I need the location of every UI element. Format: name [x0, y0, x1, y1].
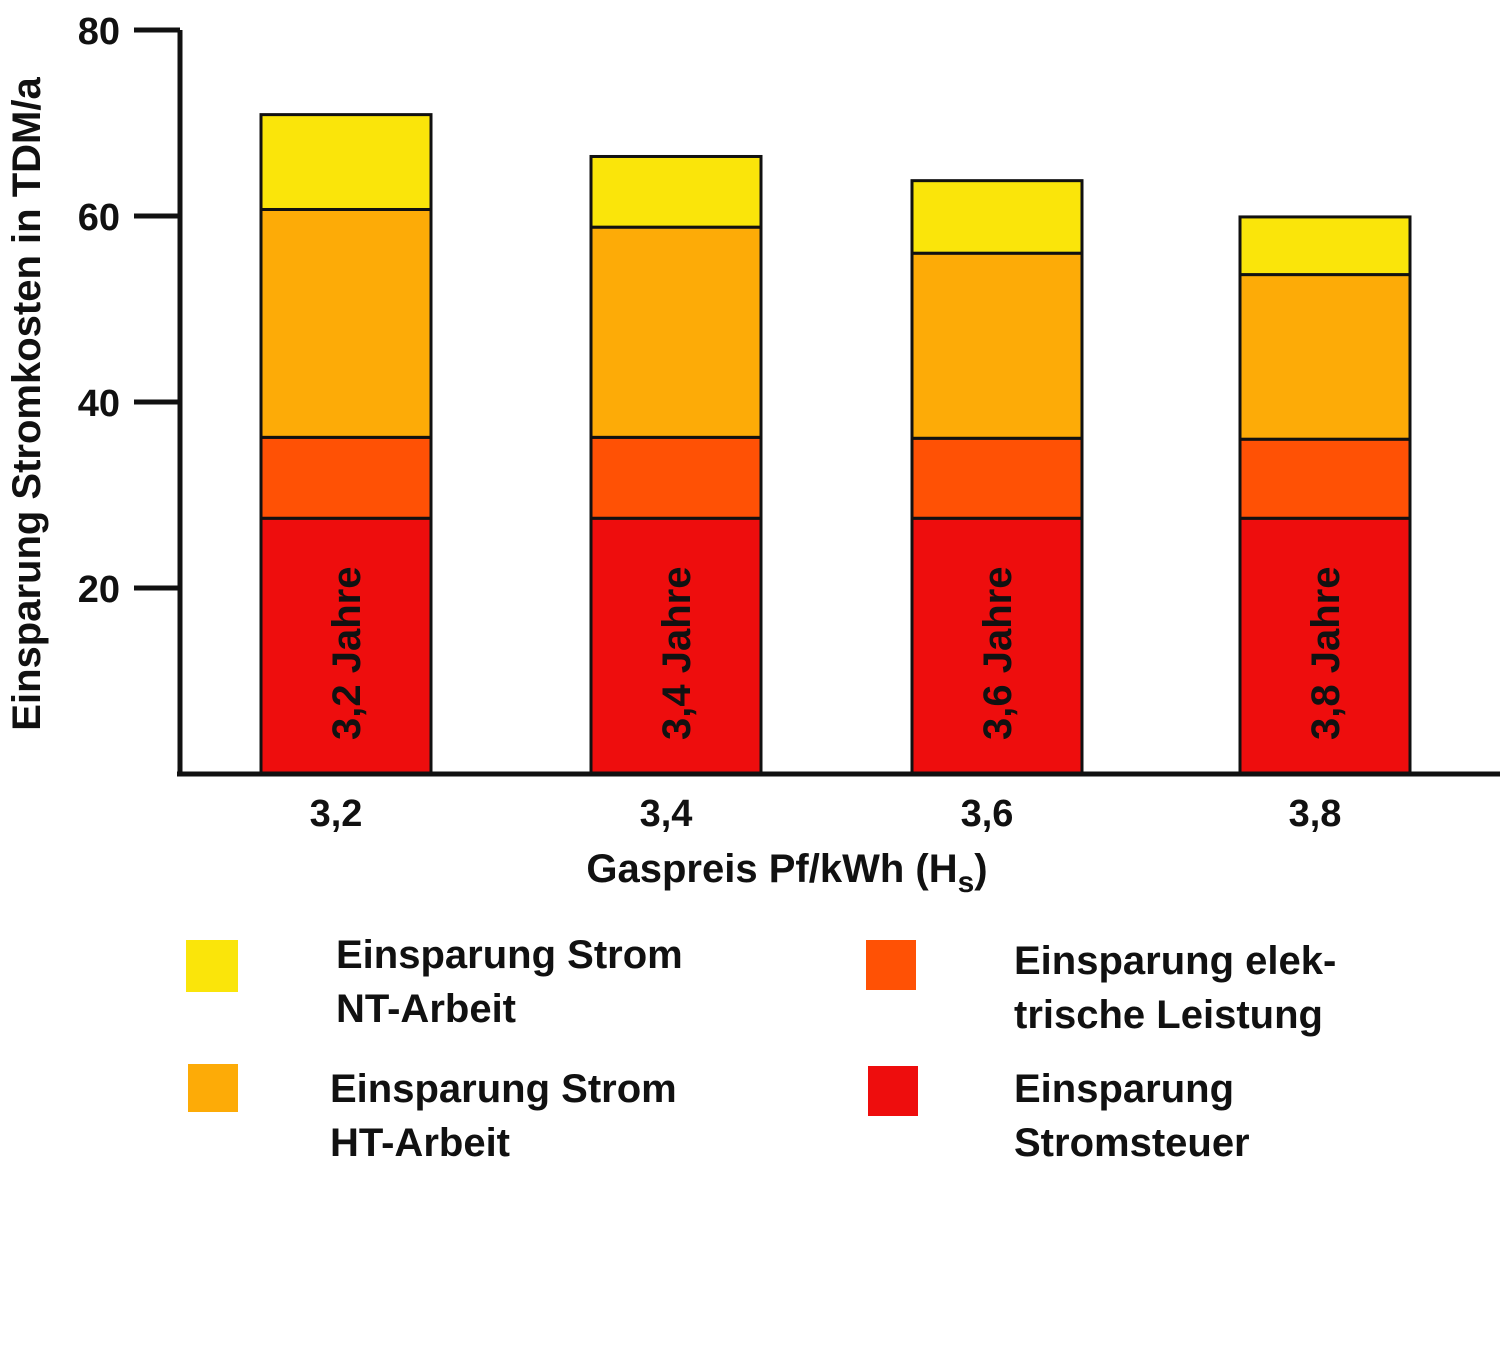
legend-label-line: NT-Arbeit: [336, 987, 516, 1031]
legend-item: Einsparung Strom HT-Arbeit: [188, 1064, 677, 1165]
legend-label: Einsparung Stromsteuer: [1014, 1067, 1250, 1165]
x-axis-title: Gaspreis Pf/kWh (Hs): [586, 847, 987, 899]
legend-label: Einsparung elek-trische Leistung: [1014, 939, 1336, 1037]
legend-label: Einsparung Strom NT-Arbeit: [336, 933, 683, 1031]
legend-label-line: Einsparung elek-: [1014, 939, 1336, 983]
bar-segment: [259, 113, 433, 211]
legend-swatch: [186, 940, 238, 992]
bar-duration-label: 3,4 Jahre: [655, 567, 699, 740]
y-ticks-layer: 20 40 60 80: [78, 11, 180, 611]
bar-segment: [259, 207, 433, 439]
y-tick-label: 60: [78, 197, 120, 239]
bar-segment: [1238, 215, 1412, 277]
legend-label-line: Einsparung Strom: [330, 1067, 677, 1111]
bar-duration-label: 3,2 Jahre: [325, 567, 369, 740]
bar-segment: [910, 251, 1084, 440]
legend-label-line: HT-Arbeit: [330, 1121, 510, 1165]
legend-label: Einsparung Strom HT-Arbeit: [330, 1067, 677, 1165]
bars-layer: [259, 113, 1412, 776]
bar-segment: [589, 435, 763, 520]
legend-swatch: [868, 1066, 918, 1116]
legend-label-line: Stromsteuer: [1014, 1121, 1250, 1165]
legend-item: Einsparung Stromsteuer: [868, 1066, 1250, 1165]
legend-label-line: Einsparung Strom: [336, 933, 683, 977]
x-tick-label: 3,8: [1289, 793, 1342, 835]
x-tick-label: 3,4: [640, 793, 693, 835]
bar-labels-layer: 3,2 Jahre 3,4 Jahre 3,6 Jahre 3,8 Jahre: [325, 567, 1348, 740]
bar-segment: [259, 435, 433, 520]
legend-item: Einsparung elek-trische Leistung: [866, 939, 1336, 1037]
x-axis-title-subscript: s: [958, 866, 975, 899]
bar-segment: [589, 516, 763, 776]
bar-segment: [1238, 437, 1412, 520]
bar-segment: [589, 154, 763, 229]
legend-label-line: trische Leistung: [1014, 993, 1323, 1037]
bar-duration-label: 3,8 Jahre: [1304, 567, 1348, 740]
legend-swatch: [188, 1064, 238, 1112]
legend-item: Einsparung Strom NT-Arbeit: [186, 933, 683, 1031]
legend-label-line: Einsparung: [1014, 1067, 1234, 1111]
bar-segment: [910, 436, 1084, 520]
bar-duration-label: 3,6 Jahre: [976, 567, 1020, 740]
x-ticks-layer: 3,2 3,4 3,6 3,8: [310, 793, 1342, 835]
x-tick-label: 3,6: [961, 793, 1014, 835]
x-axis-title-main: Gaspreis Pf/kWh (H: [586, 847, 957, 891]
bar-segment: [910, 179, 1084, 255]
y-axis-title: Einsparung Stromkosten in TDM/a: [5, 77, 49, 731]
y-tick-label: 40: [78, 383, 120, 425]
legend-swatch: [866, 940, 916, 990]
y-tick-label: 80: [78, 11, 120, 53]
x-axis-title-end: ): [974, 847, 987, 891]
bar-segment: [1238, 273, 1412, 441]
x-tick-label: 3,2: [310, 793, 363, 835]
bar-segment: [1238, 516, 1412, 776]
y-tick-label: 20: [78, 569, 120, 611]
bar-segment: [259, 516, 433, 776]
bar-segment: [589, 225, 763, 439]
